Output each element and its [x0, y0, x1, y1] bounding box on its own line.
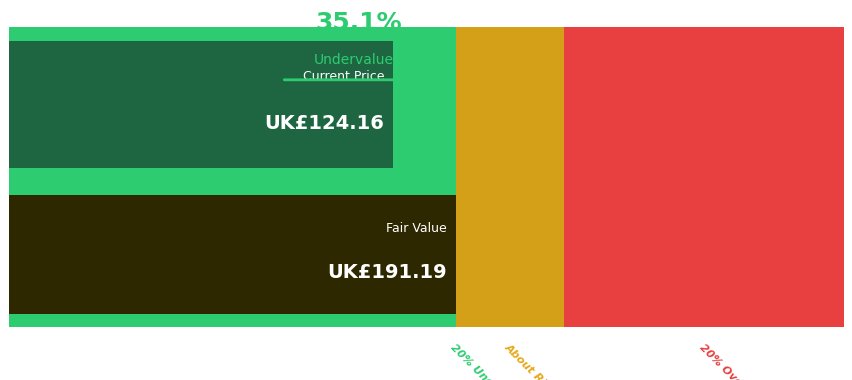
Bar — [564, 27, 843, 182]
Text: 20% Overvalued: 20% Overvalued — [697, 342, 776, 380]
Bar — [9, 182, 455, 327]
Text: Current Price: Current Price — [302, 70, 384, 83]
Bar — [455, 182, 564, 327]
Bar — [9, 195, 455, 314]
Bar — [9, 41, 393, 168]
Text: 35.1%: 35.1% — [314, 11, 401, 35]
Text: UK£124.16: UK£124.16 — [264, 114, 384, 133]
Text: 20% Undervalued: 20% Undervalued — [448, 342, 533, 380]
Text: About Right: About Right — [503, 342, 562, 380]
Text: UK£191.19: UK£191.19 — [327, 263, 446, 282]
Bar — [564, 182, 843, 327]
Bar — [455, 27, 564, 182]
Text: Fair Value: Fair Value — [386, 222, 446, 235]
Bar — [9, 27, 455, 182]
Text: Undervalued: Undervalued — [314, 53, 402, 67]
